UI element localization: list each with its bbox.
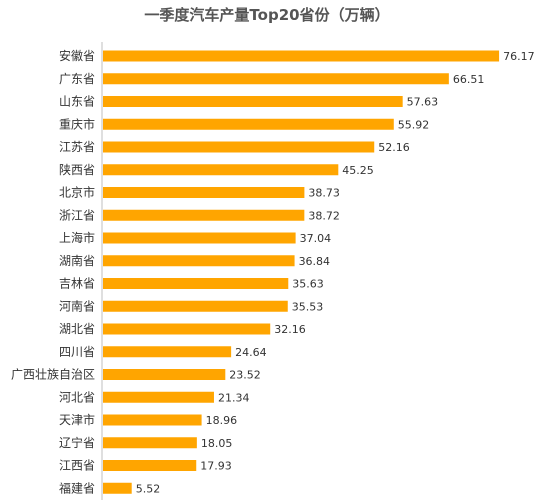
bar	[103, 300, 288, 312]
category-label: 山东省	[59, 95, 95, 109]
value-label: 37.04	[300, 232, 332, 245]
category-label: 广东省	[59, 72, 95, 86]
category-label: 江苏省	[59, 140, 95, 154]
category-label: 浙江省	[59, 208, 95, 222]
category-label: 安徽省	[59, 48, 95, 63]
category-label: 广西壮族自治区	[11, 368, 95, 382]
value-label: 32.16	[274, 323, 306, 336]
value-label: 35.53	[292, 300, 324, 313]
value-label: 38.73	[308, 187, 340, 200]
bar	[103, 437, 197, 449]
bar	[103, 96, 403, 107]
category-label: 河南省	[59, 298, 95, 313]
value-label: 24.64	[235, 346, 266, 359]
value-label: 18.05	[201, 437, 233, 450]
category-label: 福建省	[59, 480, 95, 495]
bar	[103, 391, 214, 403]
value-label: 55.92	[398, 118, 430, 131]
value-label: 5.52	[136, 482, 161, 495]
bar	[103, 346, 232, 358]
category-label: 辽宁省	[59, 435, 95, 450]
category-label: 河北省	[59, 390, 95, 404]
value-label: 21.34	[218, 391, 250, 404]
category-label: 重庆市	[59, 116, 95, 131]
value-label: 35.63	[292, 278, 324, 291]
value-label: 76.17	[503, 50, 534, 63]
value-label: 45.25	[342, 164, 374, 177]
category-label: 上海市	[59, 230, 95, 245]
value-label: 36.84	[299, 255, 331, 268]
bar	[103, 255, 295, 267]
category-label: 天津市	[59, 412, 95, 427]
bar	[103, 50, 500, 62]
category-label: 陕西省	[59, 162, 95, 177]
bar	[103, 187, 305, 198]
category-label: 四川省	[59, 345, 95, 359]
chart-title: 一季度汽车产量Top20省份（万辆）	[144, 6, 390, 24]
bar	[103, 209, 305, 221]
value-label: 23.52	[229, 369, 261, 382]
value-label: 38.72	[308, 209, 340, 222]
value-label: 52.16	[378, 141, 410, 154]
value-label: 66.51	[453, 73, 485, 86]
category-label: 湖北省	[59, 321, 95, 336]
bar	[103, 73, 449, 85]
bar	[103, 278, 289, 289]
bar	[103, 369, 226, 380]
bar	[103, 323, 271, 335]
bar	[103, 482, 132, 494]
bar	[103, 414, 202, 426]
category-label: 吉林省	[59, 277, 95, 291]
value-label: 57.63	[407, 96, 439, 109]
bar	[103, 141, 375, 153]
bar	[103, 232, 296, 244]
category-label: 湖南省	[59, 253, 95, 268]
bar	[103, 460, 197, 471]
bar	[103, 164, 339, 176]
category-label: 江西省	[59, 459, 95, 473]
bar	[103, 118, 394, 130]
value-label: 18.96	[206, 414, 238, 427]
value-label: 17.93	[200, 460, 232, 473]
category-label: 北京市	[59, 185, 95, 200]
